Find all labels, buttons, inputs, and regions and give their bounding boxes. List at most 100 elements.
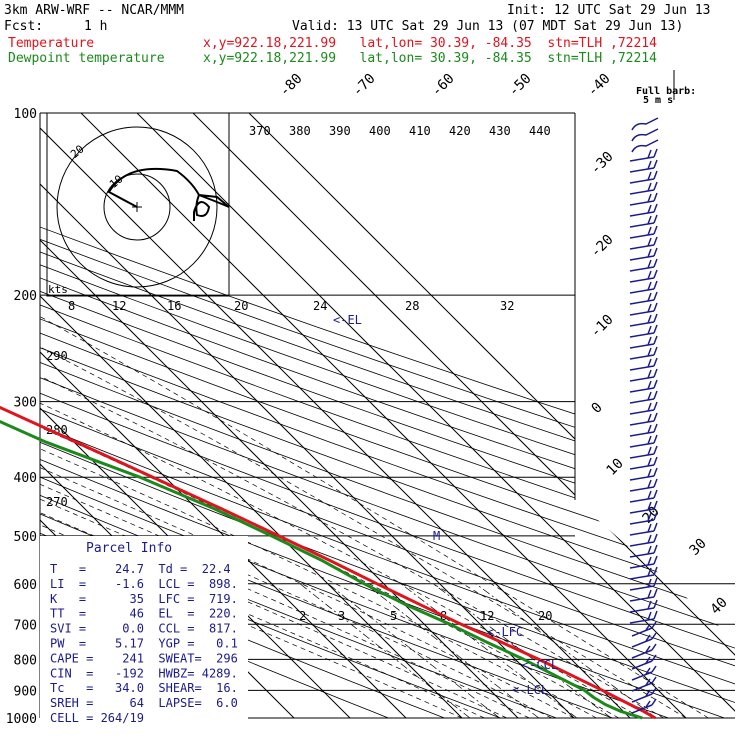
wind-barb-flag	[653, 599, 658, 609]
level-marker-m: M	[433, 529, 440, 543]
model-title: 3km ARW-WRF -- NCAR/MMM	[4, 3, 185, 18]
moist-adiabat-line	[40, 294, 687, 718]
wind-barb-flag	[651, 643, 657, 651]
moist-adiabat-line	[40, 294, 575, 718]
parcel-info-row: LI = -1.6 LCL = 898.	[50, 577, 238, 591]
wind-barb	[629, 280, 658, 294]
wind-barb-flag	[647, 149, 652, 159]
wind-barb	[629, 412, 658, 426]
wind-barb	[629, 401, 658, 415]
wind-barb-flag	[653, 368, 658, 378]
mixing-ratio-label: 2	[299, 609, 306, 623]
wind-barb-flag	[653, 346, 658, 356]
wind-barb-flag	[653, 203, 658, 213]
wind-barb-flag	[653, 247, 658, 257]
moist-adiabat-line	[40, 294, 552, 718]
isotherm-tick-label: -80	[277, 71, 306, 100]
wind-barb-flag	[653, 610, 658, 620]
wind-barb	[631, 654, 657, 670]
wind-barb-shaft	[631, 627, 653, 637]
wind-barb-flag	[647, 512, 652, 522]
forecast-label: Fcst:	[4, 19, 44, 34]
wind-barb	[631, 665, 657, 681]
wind-barb	[629, 225, 658, 239]
wind-barb	[631, 687, 657, 703]
wind-barb	[629, 555, 658, 569]
wind-barb	[629, 434, 658, 448]
wind-barb-shaft	[631, 671, 653, 681]
wind-barb-flag	[653, 412, 658, 422]
theta-label: 370	[249, 124, 271, 138]
wind-barb-flag	[653, 357, 658, 367]
wind-barb-shaft	[629, 508, 655, 514]
theta-label: 420	[449, 124, 471, 138]
wind-barb-shaft	[629, 255, 655, 261]
dry-adiabat-line	[40, 113, 735, 718]
wind-barb-shaft	[629, 233, 655, 239]
wind-barb-flag	[651, 665, 657, 673]
parcel-info-row: CIN = -192 HWBZ= 4289.	[50, 666, 238, 680]
dry-adiabat-line	[40, 113, 735, 718]
wind-barb	[629, 500, 658, 514]
wind-barb-shaft	[629, 266, 655, 272]
wind-barb-shaft	[629, 365, 655, 371]
wind-barb-flag	[647, 270, 652, 280]
wind-barb-shaft	[631, 660, 653, 670]
wind-barb	[629, 379, 658, 393]
pressure-tick-label: 100	[14, 107, 37, 122]
dewpoint-legend: Dewpoint temperature	[8, 51, 165, 66]
wind-barb-flag	[647, 567, 652, 577]
wind-barb-shaft	[629, 409, 655, 415]
wind-barb-flag	[647, 347, 652, 357]
wind-barb-flag	[647, 446, 652, 456]
wind-barb-flag	[653, 577, 658, 587]
wind-barb-flag	[653, 478, 658, 488]
isotherm-line	[40, 113, 519, 718]
dry-adiabat-line	[40, 113, 735, 718]
wind-barb	[629, 610, 658, 624]
wind-barb-shaft	[629, 167, 655, 173]
wind-barb-flag	[653, 379, 658, 389]
mixing-ratio-label: 8	[68, 299, 75, 313]
isotherm-tick-label: 10	[604, 456, 627, 479]
wind-barb	[631, 117, 659, 131]
wind-barb-flag	[647, 402, 652, 412]
wind-barb	[629, 313, 658, 327]
temperature-profile	[0, 405, 656, 720]
parcel-info-title: Parcel Info	[86, 541, 172, 556]
wind-barb-flag	[647, 501, 652, 511]
wind-barb-shaft	[629, 519, 655, 525]
wind-barb-shaft	[629, 288, 655, 294]
wind-barb-flag	[645, 678, 651, 686]
wind-barb-flag	[647, 556, 652, 566]
wind-barb-shaft	[631, 693, 653, 703]
wind-barb-flag	[647, 358, 652, 368]
wind-barb-flag	[647, 380, 652, 390]
isotherm-line	[40, 113, 351, 718]
wind-barb-shaft	[629, 574, 655, 580]
wind-barb	[629, 599, 658, 613]
wind-barb-shaft	[629, 211, 655, 217]
wind-barb-flag	[647, 237, 652, 247]
wind-barb	[629, 148, 658, 162]
hodograph-units-label: kts	[48, 283, 68, 296]
wind-barb-flag	[653, 445, 658, 455]
wind-barb-flag	[647, 314, 652, 324]
mixing-ratio-line	[327, 583, 500, 718]
parcel-info-row: SREH = 64 LAPSE= 6.0	[50, 696, 238, 710]
wind-barb-flag	[645, 700, 651, 708]
wind-barb-flag	[653, 225, 658, 235]
wind-barb-shaft	[629, 156, 655, 162]
mixing-ratio-label: 28	[405, 299, 419, 313]
isotherm-tick-label: 30	[687, 536, 710, 559]
wind-barb	[631, 632, 657, 648]
mixing-ratio-label: 32	[500, 299, 514, 313]
wind-barb-flag	[647, 259, 652, 269]
wind-barb-flag	[653, 214, 658, 224]
wind-barb-flag	[647, 424, 652, 434]
wind-barb-flag	[653, 181, 658, 191]
wind-barb	[629, 335, 658, 349]
isotherm-line	[192, 113, 735, 718]
wind-barb-flag	[645, 634, 651, 642]
wind-barb-flag	[653, 555, 658, 565]
